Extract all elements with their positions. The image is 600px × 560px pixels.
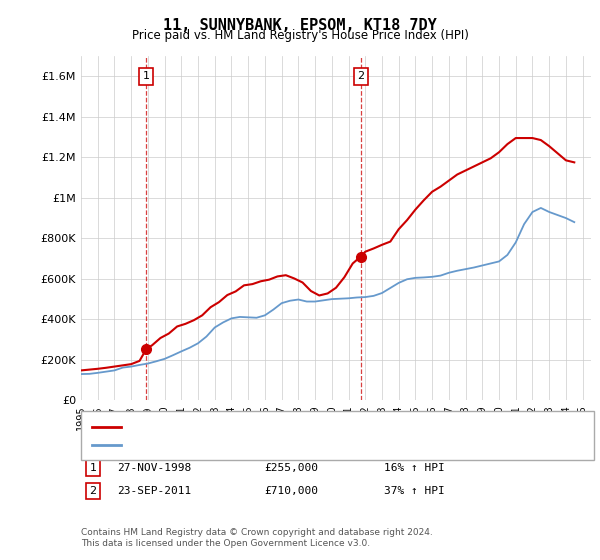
Text: 16% ↑ HPI: 16% ↑ HPI <box>384 463 445 473</box>
Text: 11, SUNNYBANK, EPSOM, KT18 7DY (detached house): 11, SUNNYBANK, EPSOM, KT18 7DY (detached… <box>127 422 405 432</box>
Text: 37% ↑ HPI: 37% ↑ HPI <box>384 486 445 496</box>
Text: 1: 1 <box>89 463 97 473</box>
Text: 2: 2 <box>357 71 364 81</box>
Text: 1: 1 <box>143 71 150 81</box>
Text: 2: 2 <box>89 486 97 496</box>
Text: 11, SUNNYBANK, EPSOM, KT18 7DY: 11, SUNNYBANK, EPSOM, KT18 7DY <box>163 18 437 33</box>
Text: £710,000: £710,000 <box>264 486 318 496</box>
Text: 27-NOV-1998: 27-NOV-1998 <box>117 463 191 473</box>
Text: Price paid vs. HM Land Registry's House Price Index (HPI): Price paid vs. HM Land Registry's House … <box>131 29 469 42</box>
Text: HPI: Average price, detached house, Epsom and Ewell: HPI: Average price, detached house, Epso… <box>127 440 408 450</box>
Text: Contains HM Land Registry data © Crown copyright and database right 2024.
This d: Contains HM Land Registry data © Crown c… <box>81 528 433 548</box>
Text: £255,000: £255,000 <box>264 463 318 473</box>
Text: 23-SEP-2011: 23-SEP-2011 <box>117 486 191 496</box>
